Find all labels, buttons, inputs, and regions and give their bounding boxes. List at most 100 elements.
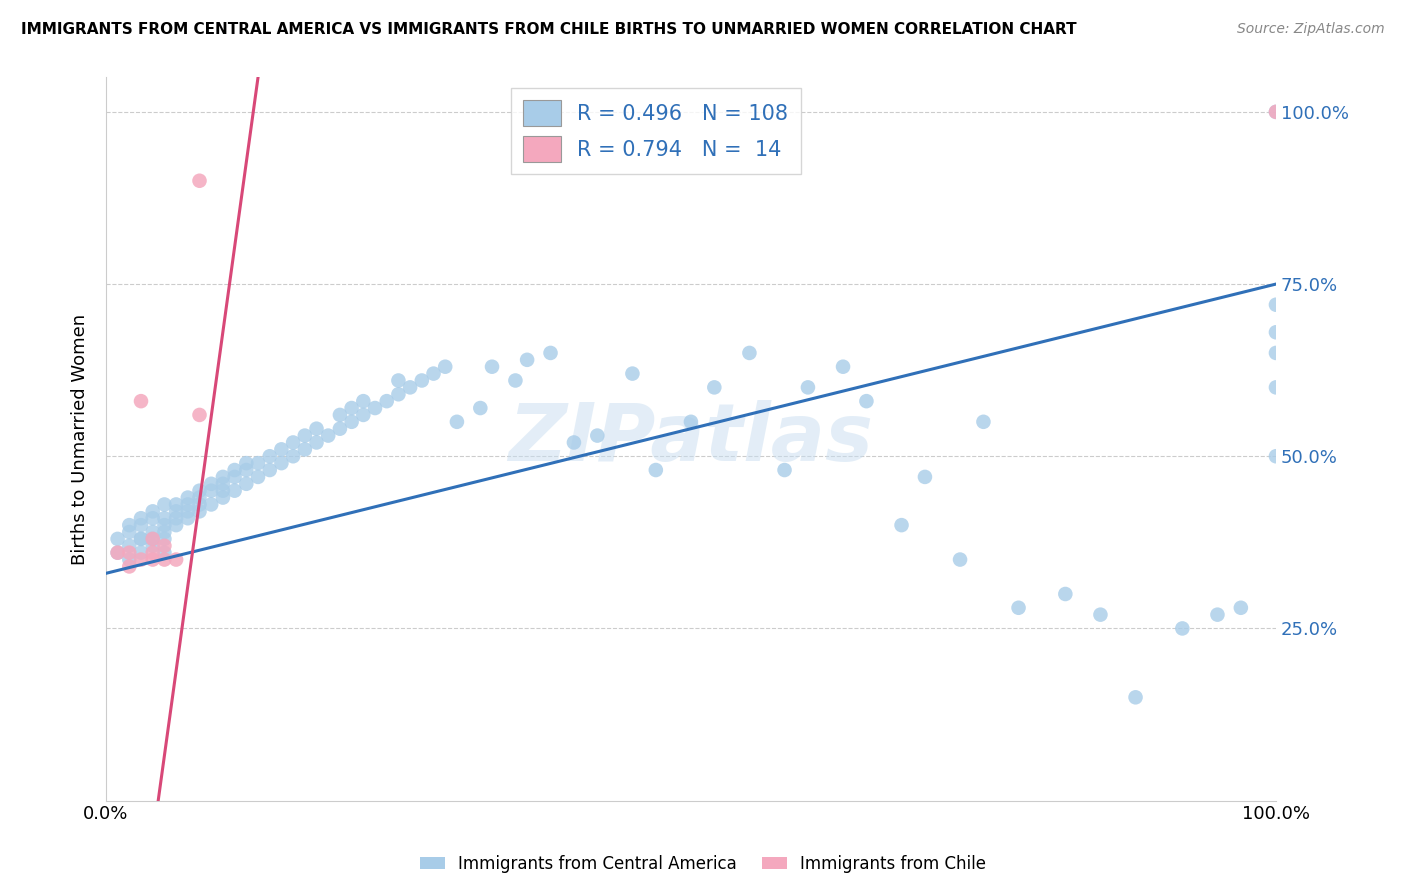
Point xyxy=(118,559,141,574)
Point xyxy=(107,532,129,546)
Point xyxy=(118,518,141,533)
Point xyxy=(153,552,176,566)
Point xyxy=(188,504,211,518)
Point xyxy=(305,435,328,450)
Point xyxy=(352,394,374,409)
Point xyxy=(259,449,281,463)
Point xyxy=(142,532,165,546)
Point xyxy=(832,359,855,374)
Point xyxy=(153,524,176,539)
Point xyxy=(890,518,912,533)
Point xyxy=(188,498,211,512)
Text: IMMIGRANTS FROM CENTRAL AMERICA VS IMMIGRANTS FROM CHILE BIRTHS TO UNMARRIED WOM: IMMIGRANTS FROM CENTRAL AMERICA VS IMMIG… xyxy=(21,22,1077,37)
Point xyxy=(270,442,292,457)
Point xyxy=(177,491,200,505)
Point xyxy=(107,546,129,560)
Point xyxy=(281,449,304,463)
Point xyxy=(1007,600,1029,615)
Point xyxy=(621,367,644,381)
Point xyxy=(644,463,666,477)
Point xyxy=(949,552,972,566)
Point xyxy=(270,456,292,470)
Point xyxy=(224,483,246,498)
Text: ZIPatlas: ZIPatlas xyxy=(509,400,873,478)
Point xyxy=(165,504,187,518)
Point xyxy=(470,401,492,415)
Point xyxy=(129,394,152,409)
Point xyxy=(305,422,328,436)
Point xyxy=(177,504,200,518)
Point xyxy=(340,401,363,415)
Point xyxy=(129,532,152,546)
Point xyxy=(329,422,352,436)
Legend: R = 0.496   N = 108, R = 0.794   N =  14: R = 0.496 N = 108, R = 0.794 N = 14 xyxy=(510,87,801,174)
Point xyxy=(188,491,211,505)
Point xyxy=(142,546,165,560)
Point xyxy=(259,463,281,477)
Point xyxy=(1206,607,1229,622)
Point xyxy=(129,532,152,546)
Point xyxy=(364,401,387,415)
Point xyxy=(562,435,585,450)
Point xyxy=(446,415,468,429)
Point xyxy=(153,518,176,533)
Point xyxy=(375,394,398,409)
Point xyxy=(142,552,165,566)
Point xyxy=(773,463,796,477)
Point xyxy=(411,374,433,388)
Point xyxy=(1265,380,1288,394)
Point xyxy=(153,546,176,560)
Point xyxy=(129,511,152,525)
Point xyxy=(1265,449,1288,463)
Point xyxy=(212,470,235,484)
Text: Source: ZipAtlas.com: Source: ZipAtlas.com xyxy=(1237,22,1385,37)
Point xyxy=(224,463,246,477)
Point xyxy=(142,539,165,553)
Point xyxy=(235,456,257,470)
Point xyxy=(914,470,936,484)
Point xyxy=(679,415,702,429)
Point xyxy=(247,470,270,484)
Point xyxy=(1265,104,1288,119)
Point xyxy=(281,435,304,450)
Point xyxy=(118,552,141,566)
Point xyxy=(235,476,257,491)
Point xyxy=(212,483,235,498)
Point xyxy=(972,415,994,429)
Point xyxy=(165,498,187,512)
Point xyxy=(153,498,176,512)
Point xyxy=(212,476,235,491)
Point xyxy=(129,552,152,566)
Point xyxy=(352,408,374,422)
Legend: Immigrants from Central America, Immigrants from Chile: Immigrants from Central America, Immigra… xyxy=(413,848,993,880)
Point xyxy=(153,511,176,525)
Point xyxy=(1265,346,1288,360)
Point xyxy=(165,552,187,566)
Point xyxy=(1265,104,1288,119)
Point xyxy=(118,546,141,560)
Point xyxy=(247,456,270,470)
Point xyxy=(316,428,339,442)
Point xyxy=(329,408,352,422)
Point xyxy=(387,387,409,401)
Point xyxy=(188,408,211,422)
Point xyxy=(399,380,422,394)
Point xyxy=(855,394,877,409)
Point xyxy=(177,511,200,525)
Point xyxy=(142,504,165,518)
Y-axis label: Births to Unmarried Women: Births to Unmarried Women xyxy=(72,313,89,565)
Point xyxy=(1230,600,1253,615)
Point xyxy=(129,518,152,533)
Point xyxy=(1265,326,1288,340)
Point xyxy=(516,352,538,367)
Point xyxy=(387,374,409,388)
Point xyxy=(1265,298,1288,312)
Point xyxy=(107,546,129,560)
Point xyxy=(165,511,187,525)
Point xyxy=(200,498,222,512)
Point xyxy=(340,415,363,429)
Point xyxy=(294,428,316,442)
Point xyxy=(1090,607,1112,622)
Point xyxy=(1125,690,1147,705)
Point xyxy=(200,476,222,491)
